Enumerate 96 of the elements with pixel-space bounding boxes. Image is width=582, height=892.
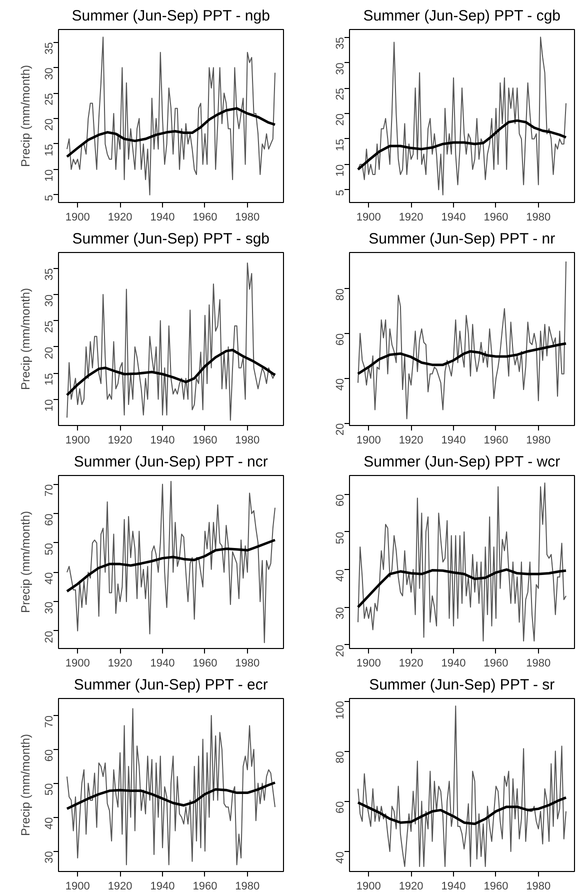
x-tick-label: 1980 bbox=[526, 880, 551, 892]
x-tick-label: 1960 bbox=[484, 212, 508, 224]
x-tick-label: 1960 bbox=[192, 434, 218, 446]
y-tick-label: 5 bbox=[334, 190, 346, 196]
x-tick-label: 1940 bbox=[441, 434, 466, 446]
y-tick-label: 40 bbox=[44, 572, 56, 584]
y-tick-label: 50 bbox=[44, 783, 56, 796]
y-tick-label: 20 bbox=[334, 423, 346, 436]
x-tick-label: 1960 bbox=[192, 658, 218, 670]
y-tick-label: 70 bbox=[44, 484, 56, 497]
y-tick-label: 15 bbox=[44, 373, 56, 386]
x-tick-label: 1960 bbox=[484, 880, 508, 892]
y-tick-label: 30 bbox=[44, 294, 56, 307]
y-tick-label: 5 bbox=[44, 194, 56, 201]
y-tick-label: 60 bbox=[334, 333, 346, 346]
y-tick-label: 50 bbox=[44, 542, 56, 556]
y-tick-label: 20 bbox=[44, 630, 56, 644]
x-tick-label: 1900 bbox=[65, 658, 90, 670]
x-tick-label: 1900 bbox=[356, 880, 381, 892]
x-tick-label: 1960 bbox=[192, 880, 218, 892]
y-tick-label: 20 bbox=[334, 113, 346, 126]
y-tick-label: 20 bbox=[44, 118, 56, 131]
y-tick-label: 80 bbox=[334, 288, 346, 301]
x-tick-label: 1900 bbox=[356, 434, 381, 446]
y-tick-label: 30 bbox=[334, 62, 346, 75]
y-tick-label: 60 bbox=[334, 494, 346, 507]
x-tick-label: 1920 bbox=[398, 880, 424, 892]
chart-title: Summer (Jun-Sep) PPT - nr bbox=[368, 230, 556, 248]
y-axis-title: Precip (mm/month) bbox=[18, 64, 32, 168]
x-tick-label: 1980 bbox=[235, 434, 260, 446]
y-tick-label: 10 bbox=[44, 399, 56, 412]
y-tick-label: 30 bbox=[44, 851, 56, 864]
x-tick-label: 1940 bbox=[150, 212, 175, 224]
x-tick-label: 1920 bbox=[398, 658, 424, 670]
y-tick-label: 10 bbox=[44, 169, 56, 182]
x-tick-label: 1980 bbox=[526, 434, 551, 446]
x-tick-label: 1900 bbox=[65, 434, 90, 446]
x-tick-label: 1980 bbox=[235, 880, 260, 892]
x-tick-label: 1900 bbox=[65, 212, 90, 224]
y-tick-label: 25 bbox=[44, 320, 56, 333]
x-tick-label: 1960 bbox=[484, 658, 508, 670]
y-tick-label: 30 bbox=[44, 68, 56, 80]
x-tick-label: 1920 bbox=[108, 658, 132, 670]
y-tick-label: 20 bbox=[44, 346, 56, 360]
chart-title: Summer (Jun-Sep) PPT - ecr bbox=[74, 676, 268, 694]
x-tick-label: 1980 bbox=[235, 658, 260, 670]
x-tick-label: 1920 bbox=[108, 212, 132, 224]
y-tick-label: 10 bbox=[334, 164, 346, 177]
chart-title: Summer (Jun-Sep) PPT - sgb bbox=[72, 230, 270, 248]
x-tick-label: 1900 bbox=[356, 212, 381, 224]
y-tick-label: 40 bbox=[334, 378, 346, 391]
y-axis-title: Precip (mm/month) bbox=[18, 734, 32, 836]
y-tick-label: 60 bbox=[44, 514, 56, 526]
y-axis-title: Precip (mm/month) bbox=[18, 288, 32, 390]
x-tick-label: 1920 bbox=[108, 880, 132, 892]
x-tick-label: 1920 bbox=[398, 434, 424, 446]
y-tick-label: 70 bbox=[44, 715, 56, 728]
y-tick-label: 40 bbox=[334, 570, 346, 582]
x-tick-label: 1940 bbox=[441, 212, 466, 224]
y-tick-label: 35 bbox=[44, 268, 56, 280]
y-tick-label: 30 bbox=[334, 607, 346, 620]
y-tick-label: 20 bbox=[334, 644, 346, 657]
y-tick-label: 60 bbox=[334, 801, 346, 814]
y-tick-label: 50 bbox=[334, 532, 346, 544]
x-tick-label: 1980 bbox=[526, 212, 551, 224]
x-tick-label: 1940 bbox=[150, 434, 175, 446]
x-tick-label: 1940 bbox=[150, 658, 175, 670]
x-tick-label: 1920 bbox=[398, 212, 424, 224]
chart-title: Summer (Jun-Sep) PPT - sr bbox=[369, 676, 555, 694]
x-tick-label: 1940 bbox=[441, 880, 466, 892]
y-tick-label: 25 bbox=[44, 93, 56, 106]
y-tick-label: 80 bbox=[334, 751, 346, 764]
x-tick-label: 1940 bbox=[441, 658, 466, 670]
y-tick-label: 40 bbox=[44, 817, 56, 830]
x-tick-label: 1920 bbox=[108, 434, 132, 446]
chart-title: Summer (Jun-Sep) PPT - wcr bbox=[364, 454, 560, 470]
chart-title: Summer (Jun-Sep) PPT - cgb bbox=[363, 8, 561, 24]
x-tick-label: 1980 bbox=[235, 212, 260, 224]
y-tick-label: 35 bbox=[334, 37, 346, 50]
y-tick-label: 15 bbox=[44, 144, 56, 156]
x-tick-label: 1900 bbox=[356, 658, 381, 670]
y-tick-label: 30 bbox=[44, 602, 56, 614]
chart-title: Summer (Jun-Sep) PPT - ncr bbox=[74, 454, 268, 470]
x-tick-label: 1900 bbox=[65, 880, 90, 892]
x-tick-label: 1960 bbox=[192, 212, 218, 224]
x-tick-label: 1980 bbox=[526, 658, 551, 670]
chart-title: Summer (Jun-Sep) PPT - ngb bbox=[72, 8, 270, 24]
y-tick-label: 40 bbox=[334, 851, 346, 864]
x-tick-label: 1940 bbox=[150, 880, 175, 892]
y-tick-label: 100 bbox=[334, 701, 346, 720]
y-tick-label: 15 bbox=[334, 138, 346, 152]
y-tick-label: 35 bbox=[44, 42, 56, 54]
y-axis-title: Precip (mm/month) bbox=[18, 510, 32, 614]
x-tick-label: 1960 bbox=[484, 434, 508, 446]
y-tick-label: 25 bbox=[334, 88, 346, 100]
y-tick-label: 60 bbox=[44, 749, 56, 762]
